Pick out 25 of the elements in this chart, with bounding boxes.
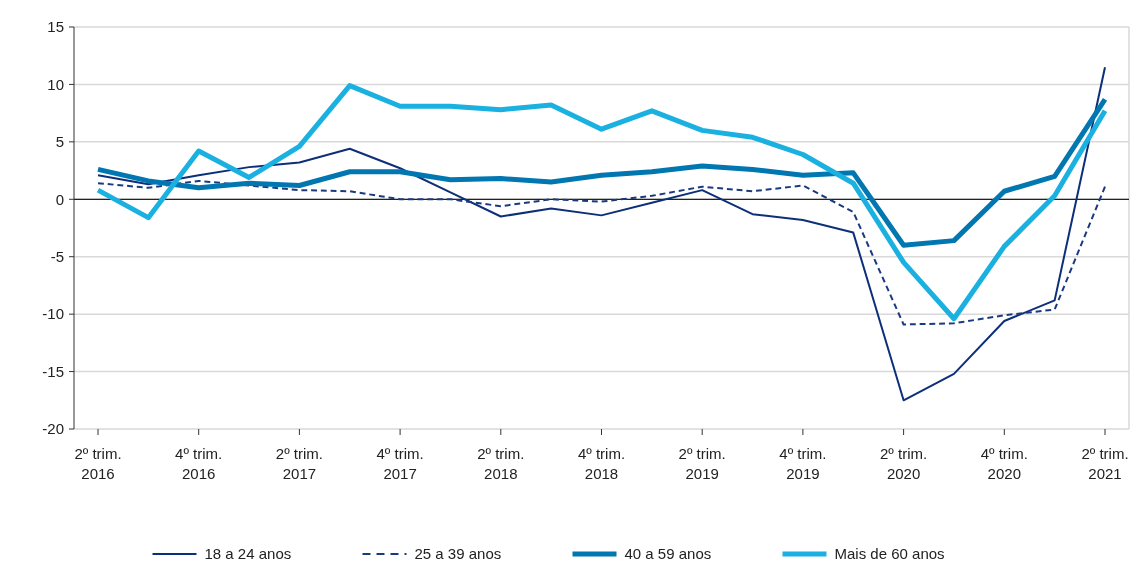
legend-label: Mais de 60 anos <box>834 545 945 562</box>
x-tick-label: 4º trim. 2017 <box>376 445 424 482</box>
line-series <box>97 66 1106 402</box>
y-tick-label: -15 <box>42 362 64 380</box>
legend-label: 40 a 59 anos <box>624 545 712 562</box>
y-tick-label: -10 <box>42 305 64 323</box>
line-series <box>97 179 1106 326</box>
x-tick-label: 2º trim. 2020 <box>880 445 928 482</box>
x-tick-label: 4º trim. 2016 <box>175 445 223 482</box>
y-tick-label: 5 <box>55 133 64 151</box>
x-tick-label: 2º trim. 2016 <box>74 445 122 482</box>
y-tick-label: 15 <box>47 18 64 36</box>
x-tick-label: 4º trim. 2019 <box>779 445 827 482</box>
x-tick-label: 4º trim. 2020 <box>980 445 1028 482</box>
y-tick-label: 10 <box>47 75 64 93</box>
legend-label: 25 a 39 anos <box>414 545 502 562</box>
legend-label: 18 a 24 anos <box>204 545 292 562</box>
x-tick-label: 2º trim. 2017 <box>275 445 323 482</box>
x-tick-label: 2º trim. 2021 <box>1081 445 1129 482</box>
x-tick-label: 2º trim. 2018 <box>477 445 525 482</box>
x-tick-label: 4º trim. 2018 <box>577 445 626 482</box>
y-tick-label: 0 <box>55 190 64 208</box>
y-tick-label: -20 <box>42 420 64 438</box>
y-tick-label: -5 <box>50 247 64 265</box>
x-tick-label: 2º trim. 2019 <box>678 445 726 482</box>
